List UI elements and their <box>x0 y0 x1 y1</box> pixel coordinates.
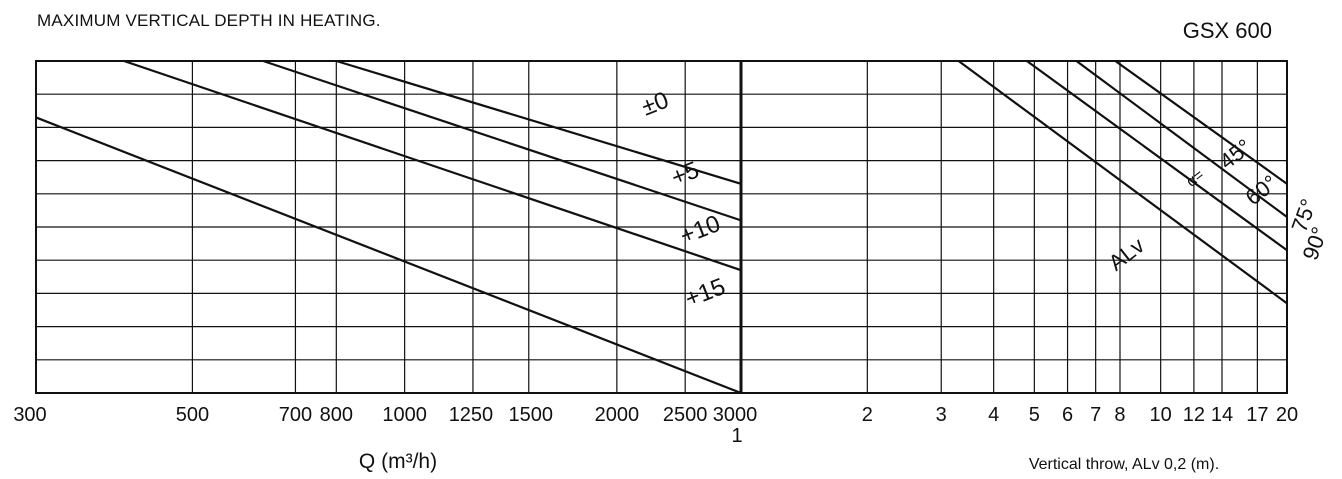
x-tick-label: 3000 <box>713 404 758 426</box>
series-label: +15 <box>681 273 729 313</box>
x-tick-label: 2000 <box>595 404 640 426</box>
series-line <box>1114 60 1288 185</box>
x-tick-label: 17 <box>1246 404 1268 426</box>
x-tick-label: 7 <box>1090 404 1101 426</box>
series-line <box>123 59 742 272</box>
x-tick-label: 4 <box>988 404 999 426</box>
x-tick-label: 6 <box>1062 404 1073 426</box>
chart-title: MAXIMUM VERTICAL DEPTH IN HEATING. <box>37 11 381 30</box>
alpha-label: α= <box>1183 166 1207 190</box>
series-line <box>335 59 742 185</box>
x-tick-label: 300 <box>13 404 46 426</box>
x-tick-label: 1250 <box>449 404 494 426</box>
series-label: ±0 <box>638 87 673 122</box>
axis-titles: Q (m³/h) Vertical throw, ALv 0,2 (m). <box>359 450 1219 473</box>
x-axis-title: Vertical throw, ALv 0,2 (m). <box>1029 456 1219 473</box>
x-tick-label: 1000 <box>382 404 427 426</box>
x-tick-label: 5 <box>1029 404 1040 426</box>
x-tick-label: 2500 <box>663 404 708 426</box>
series-line <box>35 116 742 395</box>
series-line <box>1026 60 1288 252</box>
x-tick-label: 20 <box>1276 404 1298 426</box>
x-tick-label: 8 <box>1114 404 1125 426</box>
plot-border <box>35 60 1288 394</box>
chart-frame <box>35 60 1288 394</box>
series-label: +5 <box>668 156 703 191</box>
x-tick-label: 10 <box>1150 404 1172 426</box>
x-tick-label: 14 <box>1211 404 1233 426</box>
x-tick-label: 3 <box>936 404 947 426</box>
x-tick-label: 700 <box>279 404 312 426</box>
x-tick-label: 500 <box>176 404 209 426</box>
series-label: +10 <box>676 210 724 250</box>
alv-label: ALv <box>1104 233 1149 276</box>
x-axis-title: Q (m³/h) <box>359 450 437 473</box>
x-tick-label: 12 <box>1183 404 1205 426</box>
x-tick-label: 1500 <box>509 404 554 426</box>
x-tick-label: 1 <box>731 425 742 447</box>
x-tick-label: 800 <box>320 404 353 426</box>
series-line <box>1075 60 1288 218</box>
series-lines <box>35 59 1288 395</box>
x-tick-label: 2 <box>862 404 873 426</box>
model-label: GSX 600 <box>1182 18 1272 43</box>
series-line <box>262 59 742 222</box>
series-line <box>957 60 1288 305</box>
